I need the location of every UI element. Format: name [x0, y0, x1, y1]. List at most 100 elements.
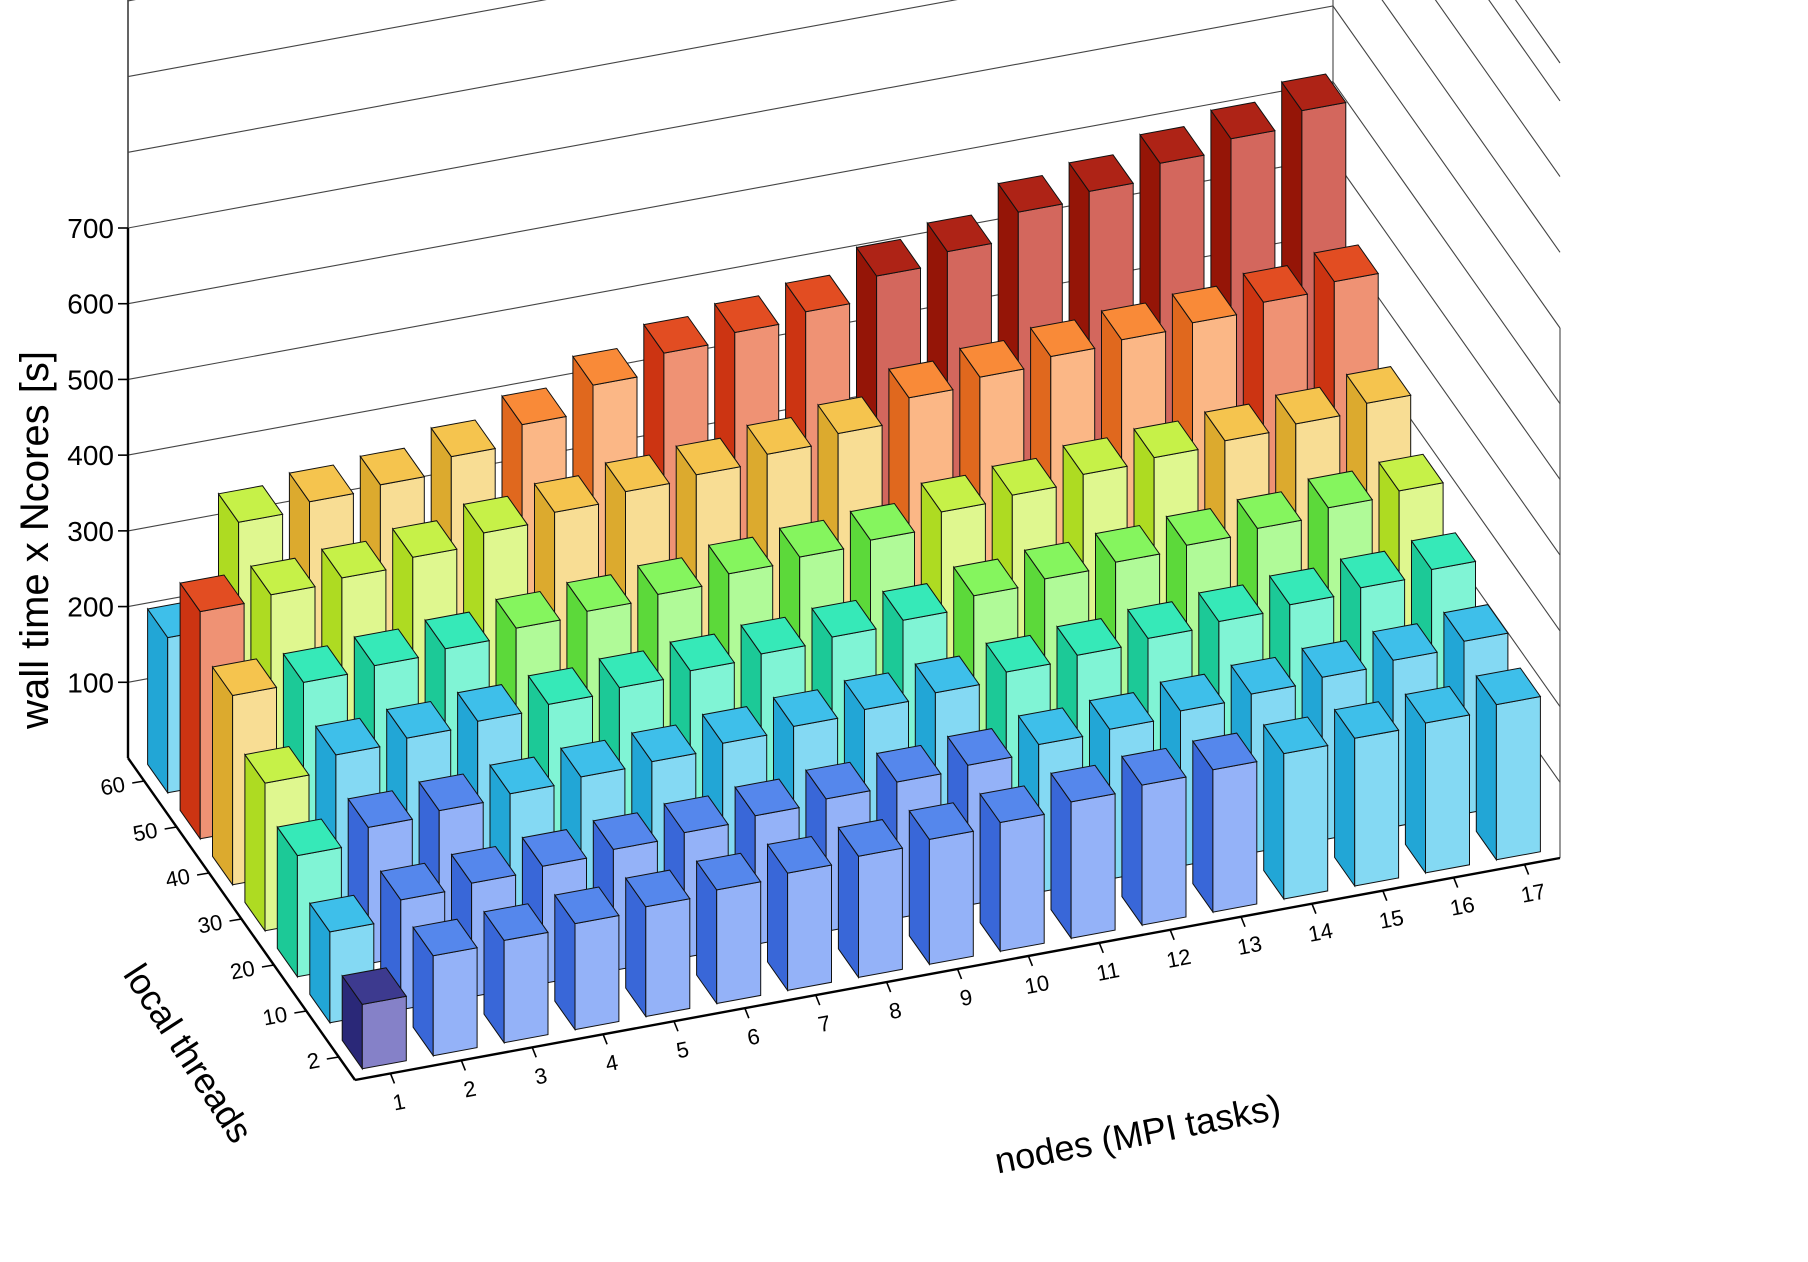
- x-tick-label: 12: [1164, 944, 1193, 973]
- x-tick: [1382, 890, 1388, 901]
- bar-top: [979, 785, 1046, 824]
- bar-top: [598, 650, 665, 689]
- bar-top: [642, 315, 709, 354]
- z-tick-label: 400: [67, 440, 114, 471]
- bar-front: [361, 995, 407, 1070]
- bar-top: [997, 174, 1064, 213]
- x-tick-label: 16: [1448, 892, 1477, 921]
- x-tick-label: 5: [674, 1036, 691, 1063]
- y-tick: [196, 872, 210, 876]
- bar-side: [212, 665, 234, 887]
- x-tick: [956, 968, 963, 980]
- bar-front: [1495, 695, 1541, 861]
- bar-x17-y2: [1475, 667, 1542, 862]
- bar-x10-y2: [979, 785, 1046, 953]
- bar-top: [669, 633, 736, 672]
- bar-top: [784, 274, 851, 313]
- x-tick-label: 4: [603, 1049, 620, 1076]
- bar-top: [424, 611, 491, 650]
- z-axis-title: wall time x Ncores [s]: [13, 351, 57, 730]
- bar-top: [1133, 420, 1199, 459]
- bar-top: [533, 475, 600, 513]
- bar-front: [928, 830, 974, 965]
- bar-x9-y2: [908, 802, 975, 966]
- bar-top: [1378, 453, 1444, 492]
- bar-x5-y2: [624, 869, 691, 1019]
- bar-top: [385, 700, 452, 739]
- bar-top: [1062, 437, 1128, 475]
- bar-top: [843, 672, 910, 711]
- bar-x7-y2: [766, 835, 833, 992]
- bar-top: [849, 502, 916, 541]
- bar-x8-y2: [837, 819, 904, 979]
- bar-top: [489, 756, 555, 795]
- bar-x14-y2: [1262, 716, 1329, 901]
- bar-top: [746, 416, 813, 455]
- chart-axes: 1 2 3 4 5 6 7 8 9 10 11 12 13 14 15 16 17210203040506010…: [67, 213, 1561, 1116]
- x-tick: [1098, 942, 1105, 954]
- bar-top: [1159, 673, 1226, 712]
- bar-front: [1283, 744, 1329, 900]
- y-tick-label: 50: [131, 817, 160, 846]
- bar-top: [1171, 285, 1238, 324]
- bar-side: [1121, 754, 1143, 927]
- y-tick: [261, 964, 275, 968]
- bar-top: [1280, 73, 1347, 112]
- bar-top: [1313, 244, 1380, 283]
- bar-top: [888, 360, 954, 399]
- bar-front: [1070, 793, 1116, 939]
- x-tick-label: 3: [532, 1063, 549, 1090]
- y-axis-title: local threads: [116, 956, 262, 1150]
- x-tick-label: 2: [461, 1076, 478, 1103]
- bar-top: [359, 447, 426, 486]
- bar-top: [1301, 640, 1368, 678]
- z-tick-label: 100: [67, 667, 114, 698]
- y-tick-label: 10: [261, 1001, 290, 1030]
- bar-top: [456, 684, 523, 722]
- bar-top: [1345, 366, 1412, 404]
- y-tick: [132, 780, 145, 784]
- x-tick: [1523, 864, 1530, 875]
- bar-top: [701, 706, 768, 744]
- bar-top: [663, 795, 730, 834]
- bar-top: [276, 818, 343, 857]
- bar-top: [1050, 764, 1116, 803]
- y-tick: [229, 918, 242, 922]
- x-tick-label: 1: [391, 1089, 408, 1116]
- z-tick-label: 200: [67, 592, 114, 623]
- bar-top: [1100, 302, 1167, 341]
- x-tick-label: 17: [1519, 879, 1548, 908]
- gridline: [127, 0, 1561, 177]
- z-tick-label: 600: [67, 289, 114, 320]
- bar-top: [1056, 618, 1122, 656]
- x-tick: [744, 1007, 750, 1019]
- bar-top: [1191, 732, 1258, 771]
- bar-x3-y2: [483, 903, 549, 1045]
- bar-x16-y2: [1404, 685, 1471, 875]
- bar-top: [952, 558, 1019, 597]
- bar-front: [503, 931, 549, 1044]
- bar-x2-y2: [412, 918, 478, 1058]
- bar-top: [320, 540, 387, 579]
- bar-top: [630, 724, 697, 763]
- bar-top: [1017, 707, 1084, 746]
- bar-top: [675, 437, 742, 476]
- bar-top: [817, 396, 883, 435]
- bar-top: [946, 728, 1013, 766]
- bar-top: [1404, 685, 1471, 724]
- bar-top: [766, 835, 833, 874]
- bar-top: [908, 802, 975, 840]
- bar-top: [1443, 604, 1509, 642]
- bar-top: [1410, 532, 1477, 571]
- bar-top: [379, 862, 446, 901]
- bar-front: [432, 947, 478, 1057]
- gridline: [127, 0, 1561, 253]
- bar-top: [462, 495, 529, 534]
- bar-top: [914, 655, 981, 694]
- bar-top: [314, 717, 381, 756]
- bar-front: [999, 813, 1045, 952]
- bar-top: [179, 574, 245, 613]
- y-tick: [164, 826, 177, 830]
- bar-top: [734, 778, 800, 817]
- x-tick-label: 11: [1094, 957, 1121, 986]
